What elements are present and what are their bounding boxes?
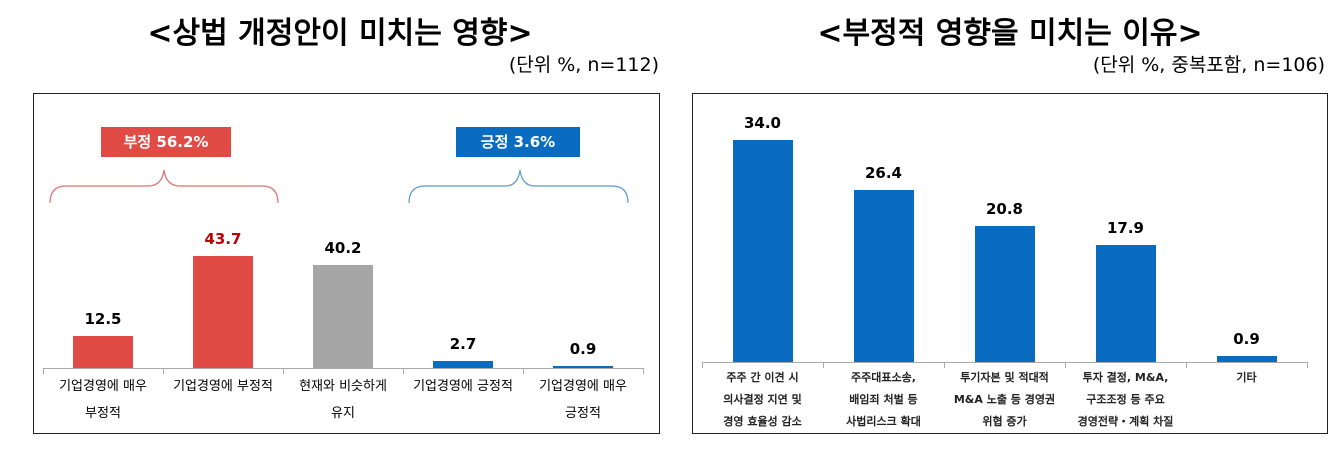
data-label: 40.2 — [324, 239, 362, 258]
axis-tick — [163, 368, 164, 374]
bar — [732, 139, 793, 362]
category-label: 기업경영에 매우 부정적 — [59, 379, 147, 421]
right-chart-frame — [692, 93, 1328, 434]
right-chart-title: <부정적 영향을 미치는 이유> — [817, 16, 1203, 51]
data-label: 34.0 — [743, 113, 781, 132]
bar — [553, 365, 613, 368]
positive-group-label: 긍정 3.6% — [456, 127, 580, 157]
axis-tick — [283, 368, 284, 374]
bar — [73, 336, 133, 368]
category-label: 투기자본 및 적대적 M&A 노출 등 경영권 위협 증가 — [953, 371, 1056, 428]
positive-brace — [408, 169, 629, 204]
axis-tick — [523, 368, 524, 374]
category-label: 기업경영에 긍정적 — [413, 379, 513, 394]
axis-tick — [403, 368, 404, 374]
axis-tick — [702, 362, 703, 368]
category-label: 주주 간 이견 시 의사결정 지연 및 경영 효율성 감소 — [723, 371, 802, 428]
data-label: 12.5 — [84, 310, 122, 328]
category-label: 투자 결정, M&A, 구조조정 등 주요 경영전략・계획 차질 — [1077, 371, 1174, 428]
axis-tick — [1307, 362, 1308, 368]
data-label: 0.9 — [1233, 330, 1260, 349]
right-chart-unit: (단위 %, 중복포함, n=106) — [1092, 54, 1325, 76]
bar — [433, 361, 493, 368]
bar — [974, 226, 1035, 362]
axis-tick — [1186, 362, 1187, 368]
left-chart-unit: (단위 %, n=112) — [508, 54, 659, 76]
axis-tick — [823, 362, 824, 368]
category-label: 기업경영에 매우 긍정적 — [539, 379, 627, 421]
bar — [1216, 356, 1277, 362]
data-label: 20.8 — [985, 200, 1023, 219]
data-label: 0.9 — [569, 339, 597, 358]
axis-tick — [43, 368, 44, 374]
group-braces — [49, 169, 629, 204]
data-label: 26.4 — [864, 163, 902, 182]
axis-tick — [944, 362, 945, 368]
bar — [853, 189, 914, 362]
category-label: 기타 — [1236, 371, 1257, 384]
negative-group-label: 부정 56.2% — [101, 127, 231, 157]
data-label: 2.7 — [449, 335, 477, 354]
category-label: 현재와 비슷하게 유지 — [299, 379, 387, 421]
category-label: 기업경영에 부정적 — [173, 379, 273, 394]
bar — [313, 265, 373, 368]
left-chart-frame — [33, 93, 660, 434]
axis-tick — [1065, 362, 1066, 368]
data-label: 43.7 — [204, 230, 242, 249]
data-label: 17.9 — [1106, 219, 1144, 238]
x-axis — [702, 362, 1307, 363]
category-label: 주주대표소송, 배임죄 처벌 등 사법리스크 확대 — [846, 371, 921, 428]
bar — [1095, 245, 1156, 362]
bar — [193, 256, 253, 368]
negative-brace — [49, 169, 279, 204]
left-chart-title: <상법 개정안이 미치는 영향> — [147, 16, 533, 51]
axis-tick — [643, 368, 644, 374]
x-axis — [43, 368, 643, 369]
